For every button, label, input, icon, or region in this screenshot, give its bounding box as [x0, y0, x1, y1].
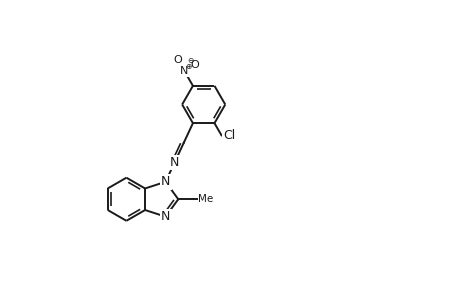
Text: O: O — [173, 55, 182, 65]
Text: Me: Me — [198, 194, 213, 204]
Text: N: N — [180, 66, 188, 76]
Text: O: O — [190, 60, 198, 70]
Text: N: N — [161, 175, 170, 188]
Text: ⊕: ⊕ — [185, 62, 192, 71]
Text: N: N — [170, 156, 179, 169]
Text: N: N — [161, 210, 170, 223]
Text: Cl: Cl — [223, 129, 235, 142]
Text: ⊖: ⊖ — [187, 56, 194, 65]
